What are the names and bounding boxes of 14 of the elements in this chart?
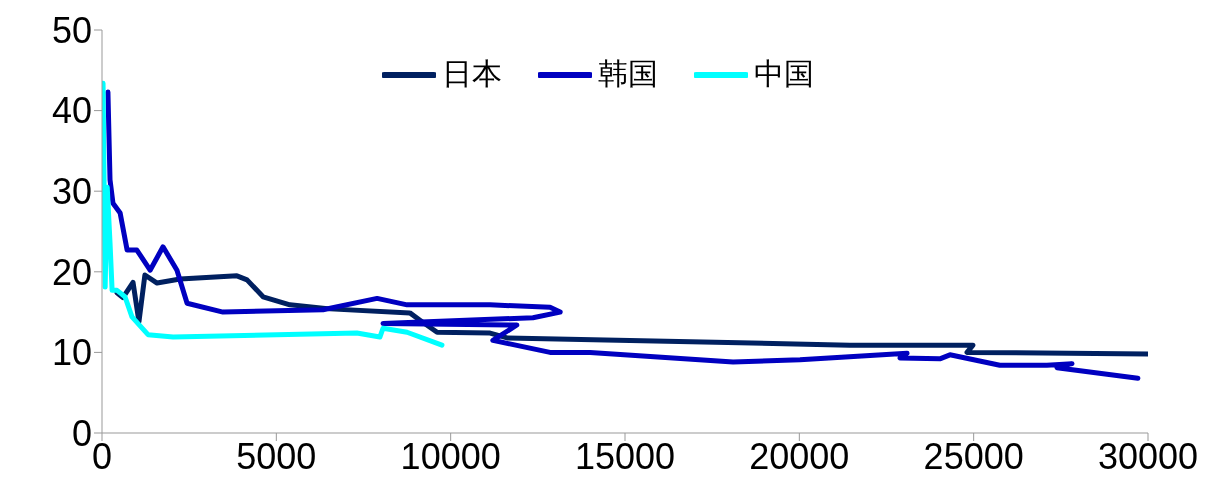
x-tick-label: 10000 [400, 435, 501, 477]
x-tick-label: 30000 [1097, 435, 1199, 477]
legend-label: 日本 [442, 55, 502, 93]
y-tick-label: 50 [51, 9, 92, 51]
legend-label: 韩国 [598, 55, 658, 93]
x-tick-label: 25000 [923, 435, 1024, 477]
y-tick-label: 20 [51, 251, 92, 293]
y-tick-label: 30 [51, 170, 92, 212]
x-tick-label: 5000 [236, 435, 317, 477]
y-tick-label: 10 [51, 332, 92, 374]
x-tick-label: 15000 [574, 435, 676, 477]
legend-label: 中国 [754, 55, 814, 93]
y-tick-label: 40 [51, 90, 92, 132]
x-tick-label: 20000 [749, 435, 850, 477]
